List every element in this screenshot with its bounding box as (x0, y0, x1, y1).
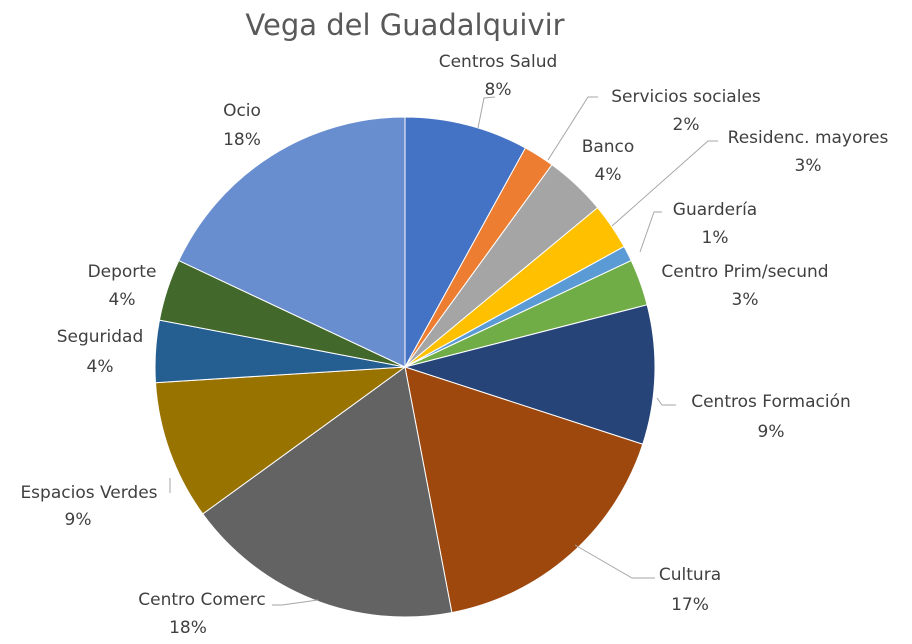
slice-label: Residenc. mayores (728, 128, 889, 148)
leader-line (656, 397, 676, 406)
slice-label: Ocio (223, 101, 261, 121)
leader-line (574, 544, 655, 579)
pie-slice (154, 366, 407, 515)
slice-value: 4% (109, 290, 136, 310)
slice-value: 9% (758, 422, 785, 442)
slice-value: 9% (65, 510, 92, 530)
slice-value: 3% (795, 156, 822, 176)
slice-label: Servicios sociales (611, 87, 761, 107)
chart-title: Vega del Guadalquivir (245, 8, 564, 42)
slice-value: 2% (673, 115, 700, 135)
slice-value: 4% (87, 357, 114, 377)
slice-value: 8% (485, 80, 512, 100)
slice-value: 4% (595, 165, 622, 185)
slice-label: Deporte (88, 262, 157, 282)
slice-label: Centros Formación (691, 392, 851, 412)
slice-label: Seguridad (57, 327, 144, 347)
leader-line (477, 96, 496, 129)
slice-value: 1% (702, 228, 729, 248)
slice-value: 17% (671, 595, 709, 615)
pie-slice (178, 116, 406, 368)
leader-line (272, 599, 319, 606)
slice-label: Guardería (673, 200, 757, 220)
slice-value: 18% (169, 618, 207, 638)
slice-label: Espacios Verdes (20, 483, 157, 503)
leader-line (547, 96, 598, 161)
slice-value: 18% (223, 130, 261, 150)
slice-label: Centros Salud (439, 52, 558, 72)
pie-slice (202, 366, 453, 618)
slice-label: Cultura (659, 565, 721, 585)
leader-line (639, 211, 662, 253)
slice-value: 3% (732, 290, 759, 310)
pie-slice (404, 116, 527, 368)
leader-line (611, 140, 718, 227)
slice-label: Centro Comerc (138, 590, 265, 610)
pie-slice (403, 304, 656, 445)
pie-slice (404, 366, 644, 614)
slice-label: Centro Prim/secund (661, 262, 828, 282)
slice-label: Banco (582, 137, 635, 157)
